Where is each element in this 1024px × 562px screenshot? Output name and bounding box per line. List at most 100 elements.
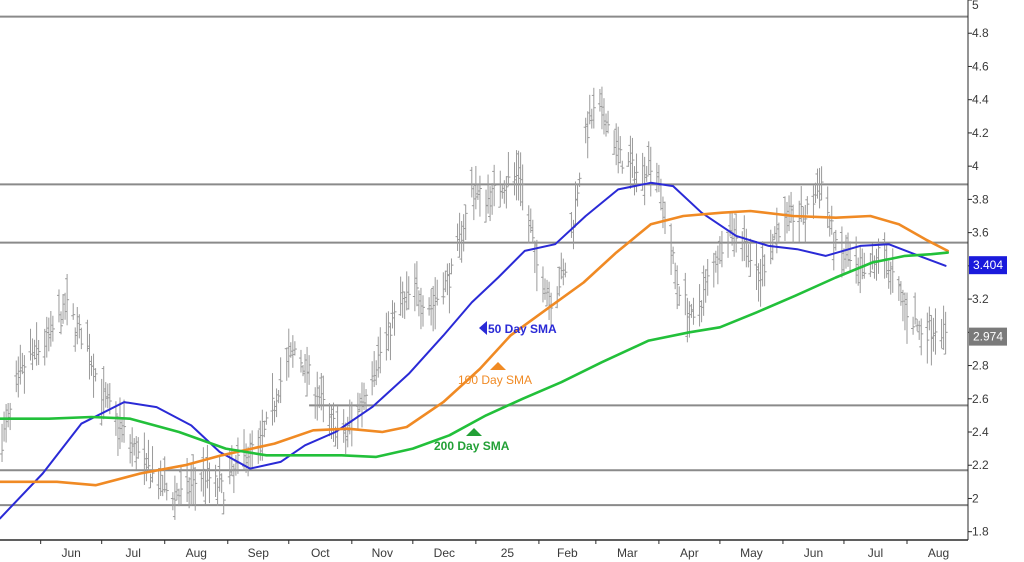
price-bar [614, 123, 619, 166]
price-bar [917, 320, 922, 340]
price-bar [404, 271, 409, 311]
sma100-line [0, 209, 950, 487]
x-tick-label: Mar [617, 546, 638, 560]
price-bar [429, 288, 434, 326]
price-bar [890, 248, 895, 293]
price-bar [902, 292, 907, 331]
price-bar [620, 160, 625, 174]
price-bar [18, 344, 23, 385]
price-bar [557, 266, 562, 297]
price-bar [77, 314, 82, 339]
price-bar [730, 211, 735, 246]
price-bar [193, 467, 198, 511]
price-bar [858, 246, 863, 294]
price-bar [587, 94, 592, 125]
x-tick-label: Aug [928, 546, 949, 560]
price-bar [469, 166, 474, 198]
price-bar [803, 204, 808, 243]
price-bar [819, 166, 824, 201]
price-bar [630, 137, 635, 178]
price-bar [331, 402, 336, 442]
price-bar [56, 289, 61, 323]
price-bar [591, 87, 596, 129]
price-bar [418, 287, 423, 330]
price-badge-label: 3.404 [973, 258, 1003, 272]
price-bar [719, 230, 724, 268]
price-bar [748, 238, 753, 277]
price-bar [874, 248, 879, 281]
price-bar [683, 272, 688, 316]
price-bar [490, 183, 495, 215]
y-tick-label: 3.6 [972, 226, 989, 240]
price-bar [913, 292, 918, 325]
price-bar [162, 456, 167, 493]
price-bar [811, 185, 816, 219]
y-tick-label: 2 [972, 491, 979, 505]
price-bar [132, 438, 137, 456]
moving-average-lines [0, 181, 950, 520]
price-bar [262, 420, 267, 438]
price-bar [122, 399, 127, 443]
price-bar [8, 402, 13, 431]
price-bar [825, 186, 830, 229]
price-bar [22, 355, 27, 394]
price-bar [585, 111, 590, 159]
price-bar [91, 353, 96, 398]
annotation-200-day-sma: 200 Day SMA [434, 428, 510, 453]
price-bar [860, 248, 865, 280]
price-bar [616, 126, 621, 174]
price-bar [555, 286, 560, 309]
x-tick-label: Aug [186, 546, 207, 560]
price-bar [776, 222, 781, 244]
price-badge: 2.974 [969, 327, 1007, 346]
price-bar [73, 327, 78, 352]
price-bar [455, 223, 460, 252]
annotation-100-day-label: 100 Day SMA [458, 373, 532, 387]
price-bar [559, 252, 564, 280]
price-bar [441, 272, 446, 305]
price-bar [270, 373, 275, 426]
price-bar [514, 150, 519, 201]
price-bar [648, 146, 653, 197]
x-tick-label: Jun [804, 546, 823, 560]
price-bar [134, 436, 139, 470]
price-bar [150, 446, 155, 483]
price-bar [115, 415, 120, 456]
price-bar [671, 246, 676, 265]
y-tick-label: 3.8 [972, 192, 989, 206]
price-bar [42, 328, 47, 366]
price-badge-bg [969, 256, 1007, 275]
price-bar [176, 488, 181, 507]
price-bar [274, 388, 279, 418]
price-bar [447, 262, 452, 314]
x-tick-label: Jul [126, 546, 141, 560]
price-bar [445, 263, 450, 296]
price-bar [16, 356, 21, 398]
price-bar [120, 417, 125, 443]
price-bar [307, 355, 312, 385]
price-bar [427, 297, 432, 316]
price-bar [327, 403, 332, 437]
price-bar [787, 195, 792, 232]
price-bar [685, 297, 690, 343]
price-bar [870, 243, 875, 270]
price-bar [606, 110, 611, 134]
price-bar [734, 213, 739, 253]
price-bar [335, 405, 340, 449]
price-bar [217, 454, 222, 492]
price-bar [577, 172, 582, 187]
price-bar [498, 170, 503, 208]
price-bar [732, 218, 737, 257]
price-bar [201, 447, 206, 497]
x-tick-label: May [740, 546, 763, 560]
price-bar [705, 259, 710, 296]
price-bar [128, 434, 133, 464]
x-axis: Jun Jul Aug Sep Oct Nov Dec 25 Feb Mar Apr May Jun Ju… [0, 539, 968, 560]
price-badges: 3.404 2.974 [969, 256, 1007, 346]
price-bar [457, 212, 462, 258]
price-bar [477, 175, 482, 217]
price-bar [93, 368, 98, 382]
price-bar [896, 276, 901, 301]
x-tick-label: Jul [868, 546, 883, 560]
sma50-line [0, 181, 947, 520]
